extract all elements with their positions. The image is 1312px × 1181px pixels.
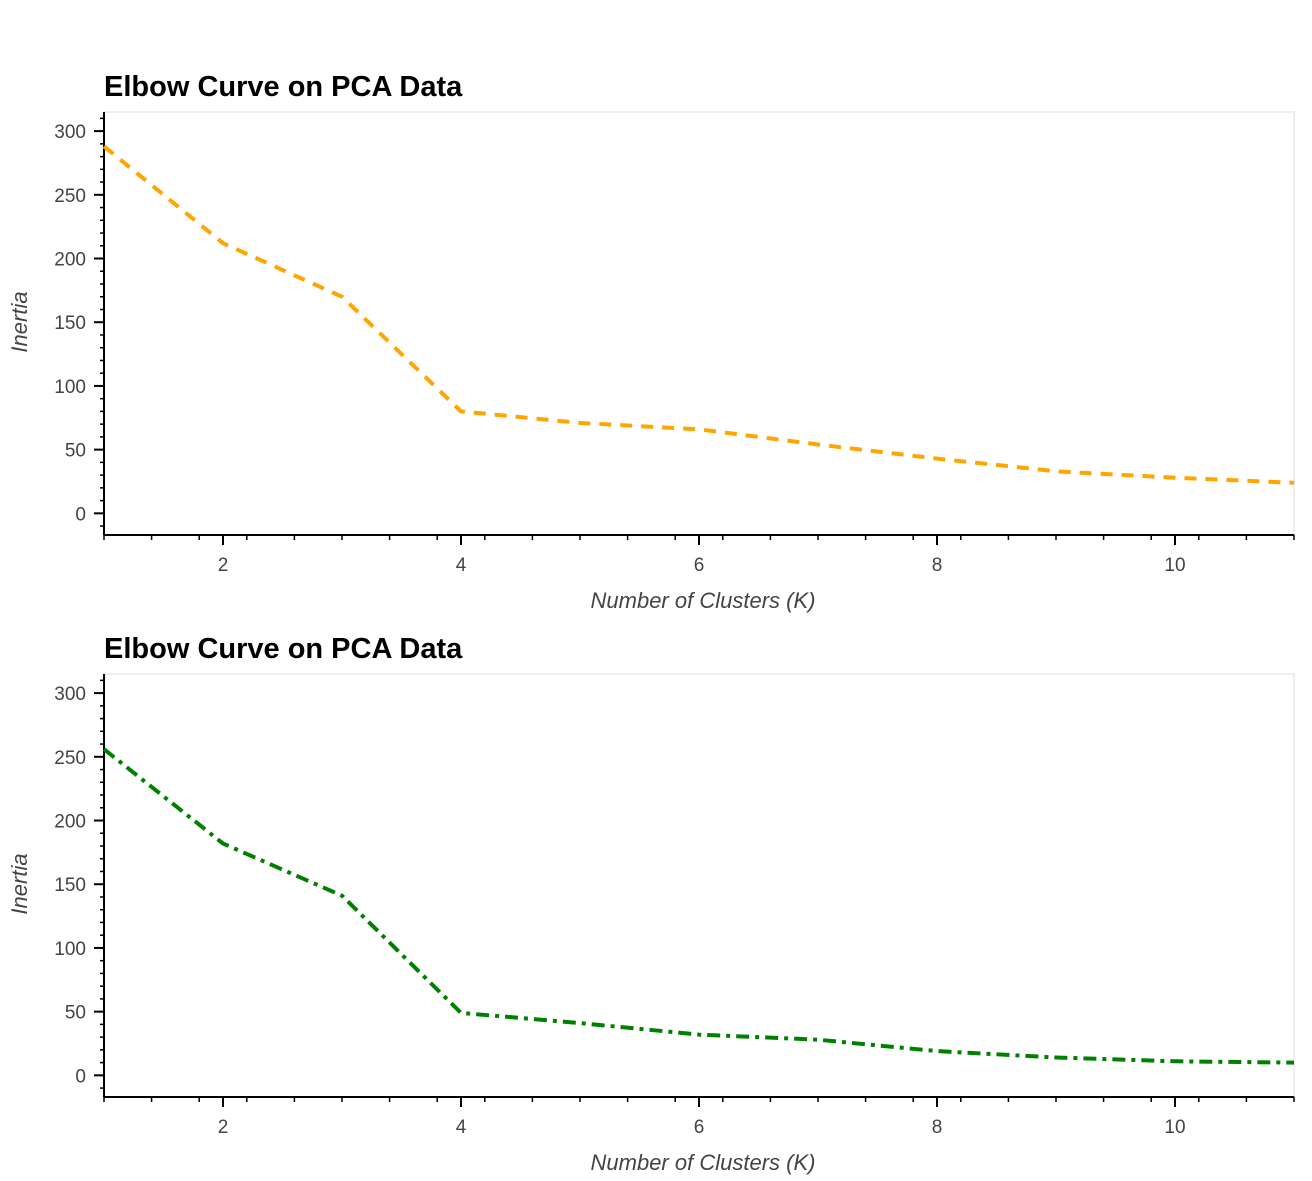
x-tick-label: 6 bbox=[694, 1117, 705, 1138]
data-point bbox=[1292, 481, 1296, 485]
data-point bbox=[102, 747, 106, 751]
x-tick-label: 6 bbox=[694, 555, 705, 576]
data-point bbox=[935, 1049, 939, 1053]
data-point bbox=[221, 841, 225, 845]
chart-panel-2: Elbow Curve on PCA Data 0 50 100 150 200 250 30… bbox=[7, 633, 1296, 1175]
x-tick-label: 8 bbox=[932, 1117, 943, 1138]
y-tick-label: 50 bbox=[65, 441, 86, 462]
y-tick-label: 200 bbox=[54, 250, 86, 271]
chart-panel-1: Elbow Curve on PCA Data 0 50 100 150 200 250 30… bbox=[7, 71, 1296, 613]
y-tick-label: 0 bbox=[75, 504, 86, 525]
plot-frame bbox=[103, 111, 1295, 536]
x-tick-label: 10 bbox=[1164, 1117, 1185, 1138]
y-tick-label: 150 bbox=[54, 313, 86, 334]
y-tick-label: 0 bbox=[75, 1066, 86, 1087]
data-point bbox=[459, 409, 463, 413]
y-tick-label: 300 bbox=[54, 684, 86, 705]
y-tick-label: 100 bbox=[54, 939, 86, 960]
y-axis-label: Inertia bbox=[7, 853, 32, 914]
x-tick-label: 10 bbox=[1164, 555, 1185, 576]
data-point bbox=[578, 421, 582, 425]
data-point bbox=[1173, 476, 1177, 480]
data-point bbox=[340, 295, 344, 299]
y-tick-label: 250 bbox=[54, 748, 86, 769]
x-tick-label: 4 bbox=[456, 555, 467, 576]
data-point bbox=[1054, 469, 1058, 473]
x-tick-label: 2 bbox=[218, 1117, 229, 1138]
y-tick-label: 100 bbox=[54, 377, 86, 398]
data-point bbox=[459, 1011, 463, 1015]
series-line bbox=[102, 747, 1295, 1065]
y-tick-label: 250 bbox=[54, 186, 86, 207]
data-point bbox=[697, 1033, 701, 1037]
data-point bbox=[816, 443, 820, 447]
x-axis-label: Number of Clusters (K) bbox=[591, 1150, 816, 1175]
data-point bbox=[1054, 1056, 1058, 1060]
data-point bbox=[1292, 1061, 1296, 1065]
x-axis-label: Number of Clusters (K) bbox=[591, 588, 816, 613]
y-tick-label: 200 bbox=[54, 812, 86, 833]
data-point bbox=[578, 1021, 582, 1025]
series-line bbox=[102, 144, 1295, 485]
data-point bbox=[102, 144, 106, 148]
data-point bbox=[221, 241, 225, 245]
x-tick-label: 2 bbox=[218, 555, 229, 576]
chart-title: Elbow Curve on PCA Data bbox=[104, 633, 463, 665]
chart-title: Elbow Curve on PCA Data bbox=[104, 71, 463, 103]
y-tick-label: 50 bbox=[65, 1003, 86, 1024]
data-point bbox=[697, 427, 701, 431]
data-point bbox=[1173, 1059, 1177, 1063]
y-axis-label: Inertia bbox=[7, 291, 32, 352]
x-tick-label: 8 bbox=[932, 555, 943, 576]
y-tick-label: 300 bbox=[54, 122, 86, 143]
x-tick-label: 4 bbox=[456, 1117, 467, 1138]
data-point bbox=[340, 894, 344, 898]
y-tick-label: 150 bbox=[54, 875, 86, 896]
data-point bbox=[935, 457, 939, 461]
data-point bbox=[816, 1038, 820, 1042]
